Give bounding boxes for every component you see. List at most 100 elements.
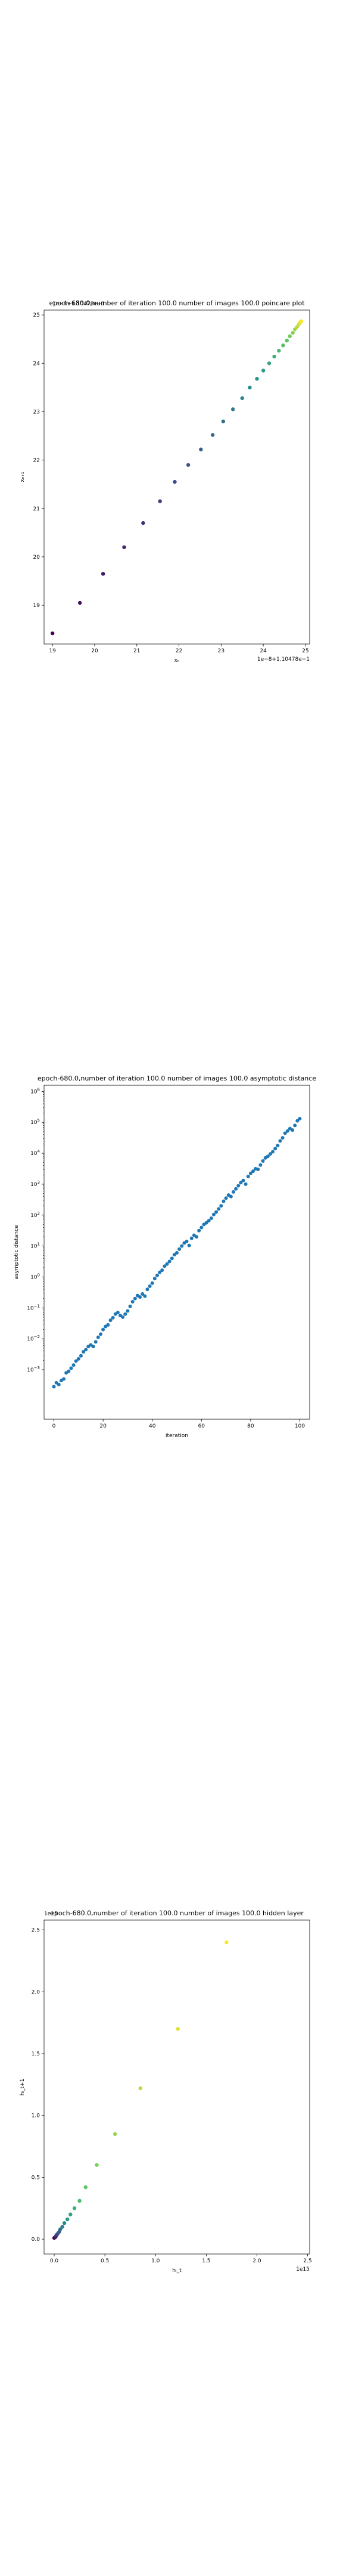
data-point [101,1327,105,1332]
x-tick-label: 20 [99,1423,107,1429]
data-point [62,2221,67,2225]
x-ticks: 0 20 40 60 80 100 [52,1419,305,1429]
data-point [122,545,126,549]
data-point [167,1259,172,1264]
data-point [111,1315,115,1320]
x-axis-label: xₙ [174,658,180,664]
x-ticks: 19 20 21 22 23 24 25 [49,644,309,654]
data-point [170,1256,174,1261]
data-point [285,1129,289,1133]
data-point [155,1273,159,1277]
plot-area [43,309,310,645]
data-point [163,1264,167,1268]
data-point [77,600,82,605]
data-point [189,1236,194,1240]
data-point [121,1315,125,1319]
y-tick-label: 24 [33,361,40,367]
x-tick-label: 24 [260,648,267,654]
y-tick-label: 1.0 [32,2113,40,2119]
data-point [108,1318,113,1323]
x-tick-label: 1.5 [202,2258,210,2264]
data-point [230,407,235,411]
chart-title: epoch-680.0,number of iteration 100.0 nu… [50,1909,304,1917]
x-axis-label: hᵢ_t [172,2268,182,2274]
data-point [72,2206,77,2210]
data-point [172,1253,176,1257]
y-tick-label: 22 [33,458,40,464]
data-point [65,2217,70,2222]
data-point [291,1128,295,1132]
data-point [231,1190,235,1194]
data-point [234,1187,238,1191]
y-tick-label: 2.5 [32,1928,40,1934]
data-point [141,1292,145,1296]
x-tick-label: 40 [149,1423,156,1429]
data-point [185,1239,189,1243]
y-tick-label: 0.0 [32,2237,40,2243]
data-point [76,1357,80,1361]
y-axis-label: asymptotic distance [14,1225,20,1279]
data-point [123,1312,127,1316]
data-point [219,1204,223,1208]
poincare-plot-chart: epoch-680.0,number of iteration 100.0 nu… [20,299,310,664]
data-point [54,1380,58,1385]
x-tick-label: 20 [91,648,98,654]
data-point [96,1335,100,1339]
data-point [224,1940,229,1945]
y-tick-label: 1.5 [32,2051,40,2057]
data-point [175,1251,179,1255]
data-point [240,396,244,400]
data-point [158,499,162,503]
data-point [256,1168,260,1172]
data-point [199,447,203,451]
data-point [278,1139,282,1143]
data-point [143,1294,147,1298]
data-point [158,1270,162,1274]
x-tick-label: 21 [133,648,140,654]
y-tick-label: 21 [33,506,40,512]
data-point [116,1311,120,1315]
data-point [68,2212,73,2216]
y-tick-label: 106 [30,1087,40,1095]
data-points [50,319,304,636]
data-point [67,1369,71,1373]
data-point [280,1136,285,1140]
data-point [60,2225,64,2229]
data-point [187,1243,191,1247]
chart-title: epoch-680.0,number of iteration 100.0 nu… [38,1075,316,1082]
data-point [221,419,226,423]
data-point [91,1345,95,1349]
data-point [126,1309,130,1313]
data-point [299,319,304,323]
data-point [293,1123,297,1128]
data-point [266,1154,270,1159]
data-point [283,1131,287,1135]
data-point [145,1287,149,1292]
data-point [138,1295,142,1299]
y-tick-label: 100 [30,1272,40,1280]
data-point [199,1225,204,1230]
data-point [241,1178,245,1182]
chart-title: epoch-680.0,number of iteration 100.0 nu… [49,299,305,307]
data-point [295,1119,300,1123]
asymptotic-distance-chart: epoch-680.0,number of iteration 100.0 nu… [14,1075,316,1439]
hidden-layer-chart: epoch-680.0,number of iteration 100.0 nu… [20,1909,312,2274]
data-point [152,1277,157,1281]
x-tick-label: 2.5 [303,2258,311,2264]
data-point [207,1219,211,1223]
data-point [195,1235,199,1239]
data-point [180,1244,184,1248]
data-point [261,1159,265,1163]
data-point [244,1182,248,1186]
data-point [62,1377,66,1381]
data-point [98,1332,102,1336]
y-offset-label: 1e15 [44,1911,58,1917]
data-point [69,1366,73,1370]
data-point [291,330,295,335]
data-point [272,354,276,359]
x-tick-label: 1.0 [151,2258,160,2264]
data-point [267,361,272,366]
data-point [52,1385,56,1389]
y-tick-label: 104 [30,1149,40,1157]
y-tick-label: 20 [33,555,40,561]
